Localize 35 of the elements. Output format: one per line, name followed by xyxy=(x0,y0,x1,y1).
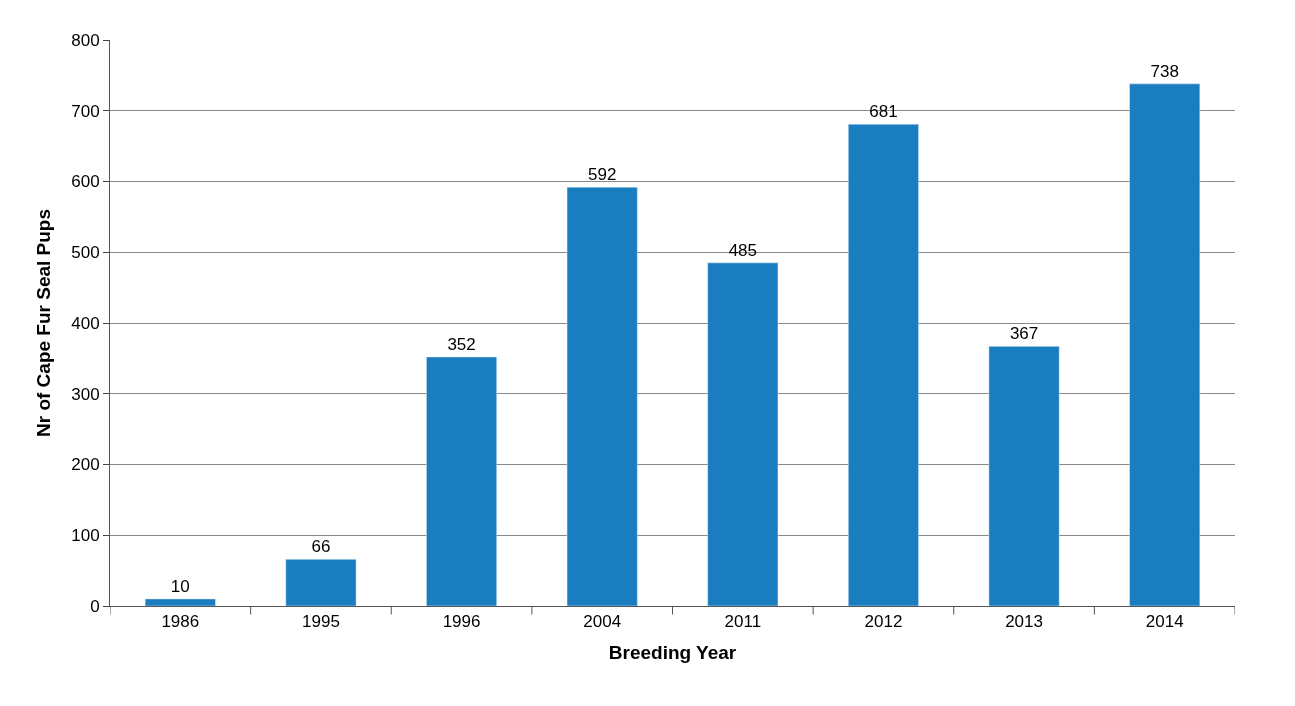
y-tick-label: 100 xyxy=(71,526,100,546)
data-label: 352 xyxy=(447,334,476,354)
data-label: 10 xyxy=(170,576,190,596)
data-label: 738 xyxy=(1150,61,1179,81)
data-label: 66 xyxy=(311,537,331,557)
bar xyxy=(144,598,216,606)
x-tick-label: 1995 xyxy=(302,612,340,632)
y-tick-label: 800 xyxy=(71,30,100,50)
bar xyxy=(988,346,1060,606)
data-label: 485 xyxy=(728,240,757,260)
y-tick-label: 500 xyxy=(71,243,100,263)
y-tick-label: 200 xyxy=(71,455,100,475)
x-tick-label: 1986 xyxy=(161,612,200,632)
y-tick-label: 600 xyxy=(71,172,100,192)
y-tick-label: 400 xyxy=(71,313,100,333)
bar xyxy=(1129,83,1201,606)
bar xyxy=(566,186,638,606)
y-tick-label: 300 xyxy=(71,384,100,404)
bar xyxy=(707,262,779,606)
x-tick-label: 2012 xyxy=(864,612,903,632)
x-tick-label: 1996 xyxy=(442,612,481,632)
data-label: 592 xyxy=(588,165,617,185)
x-tick-label: 2014 xyxy=(1145,612,1184,632)
x-axis-title: Breeding Year xyxy=(608,642,737,664)
x-tick-label: 2011 xyxy=(724,612,762,632)
bar xyxy=(285,559,357,606)
data-label: 367 xyxy=(1009,324,1039,344)
x-tick-label: 2004 xyxy=(583,612,622,632)
data-label: 681 xyxy=(869,102,898,122)
y-tick-label: 0 xyxy=(90,596,100,616)
bar xyxy=(426,356,497,606)
y-tick-label: 700 xyxy=(71,101,100,121)
x-tick-label: 2013 xyxy=(1005,612,1043,632)
y-axis-title: Nr of Cape Fur Seal Pups xyxy=(33,208,55,438)
bar xyxy=(848,123,919,606)
